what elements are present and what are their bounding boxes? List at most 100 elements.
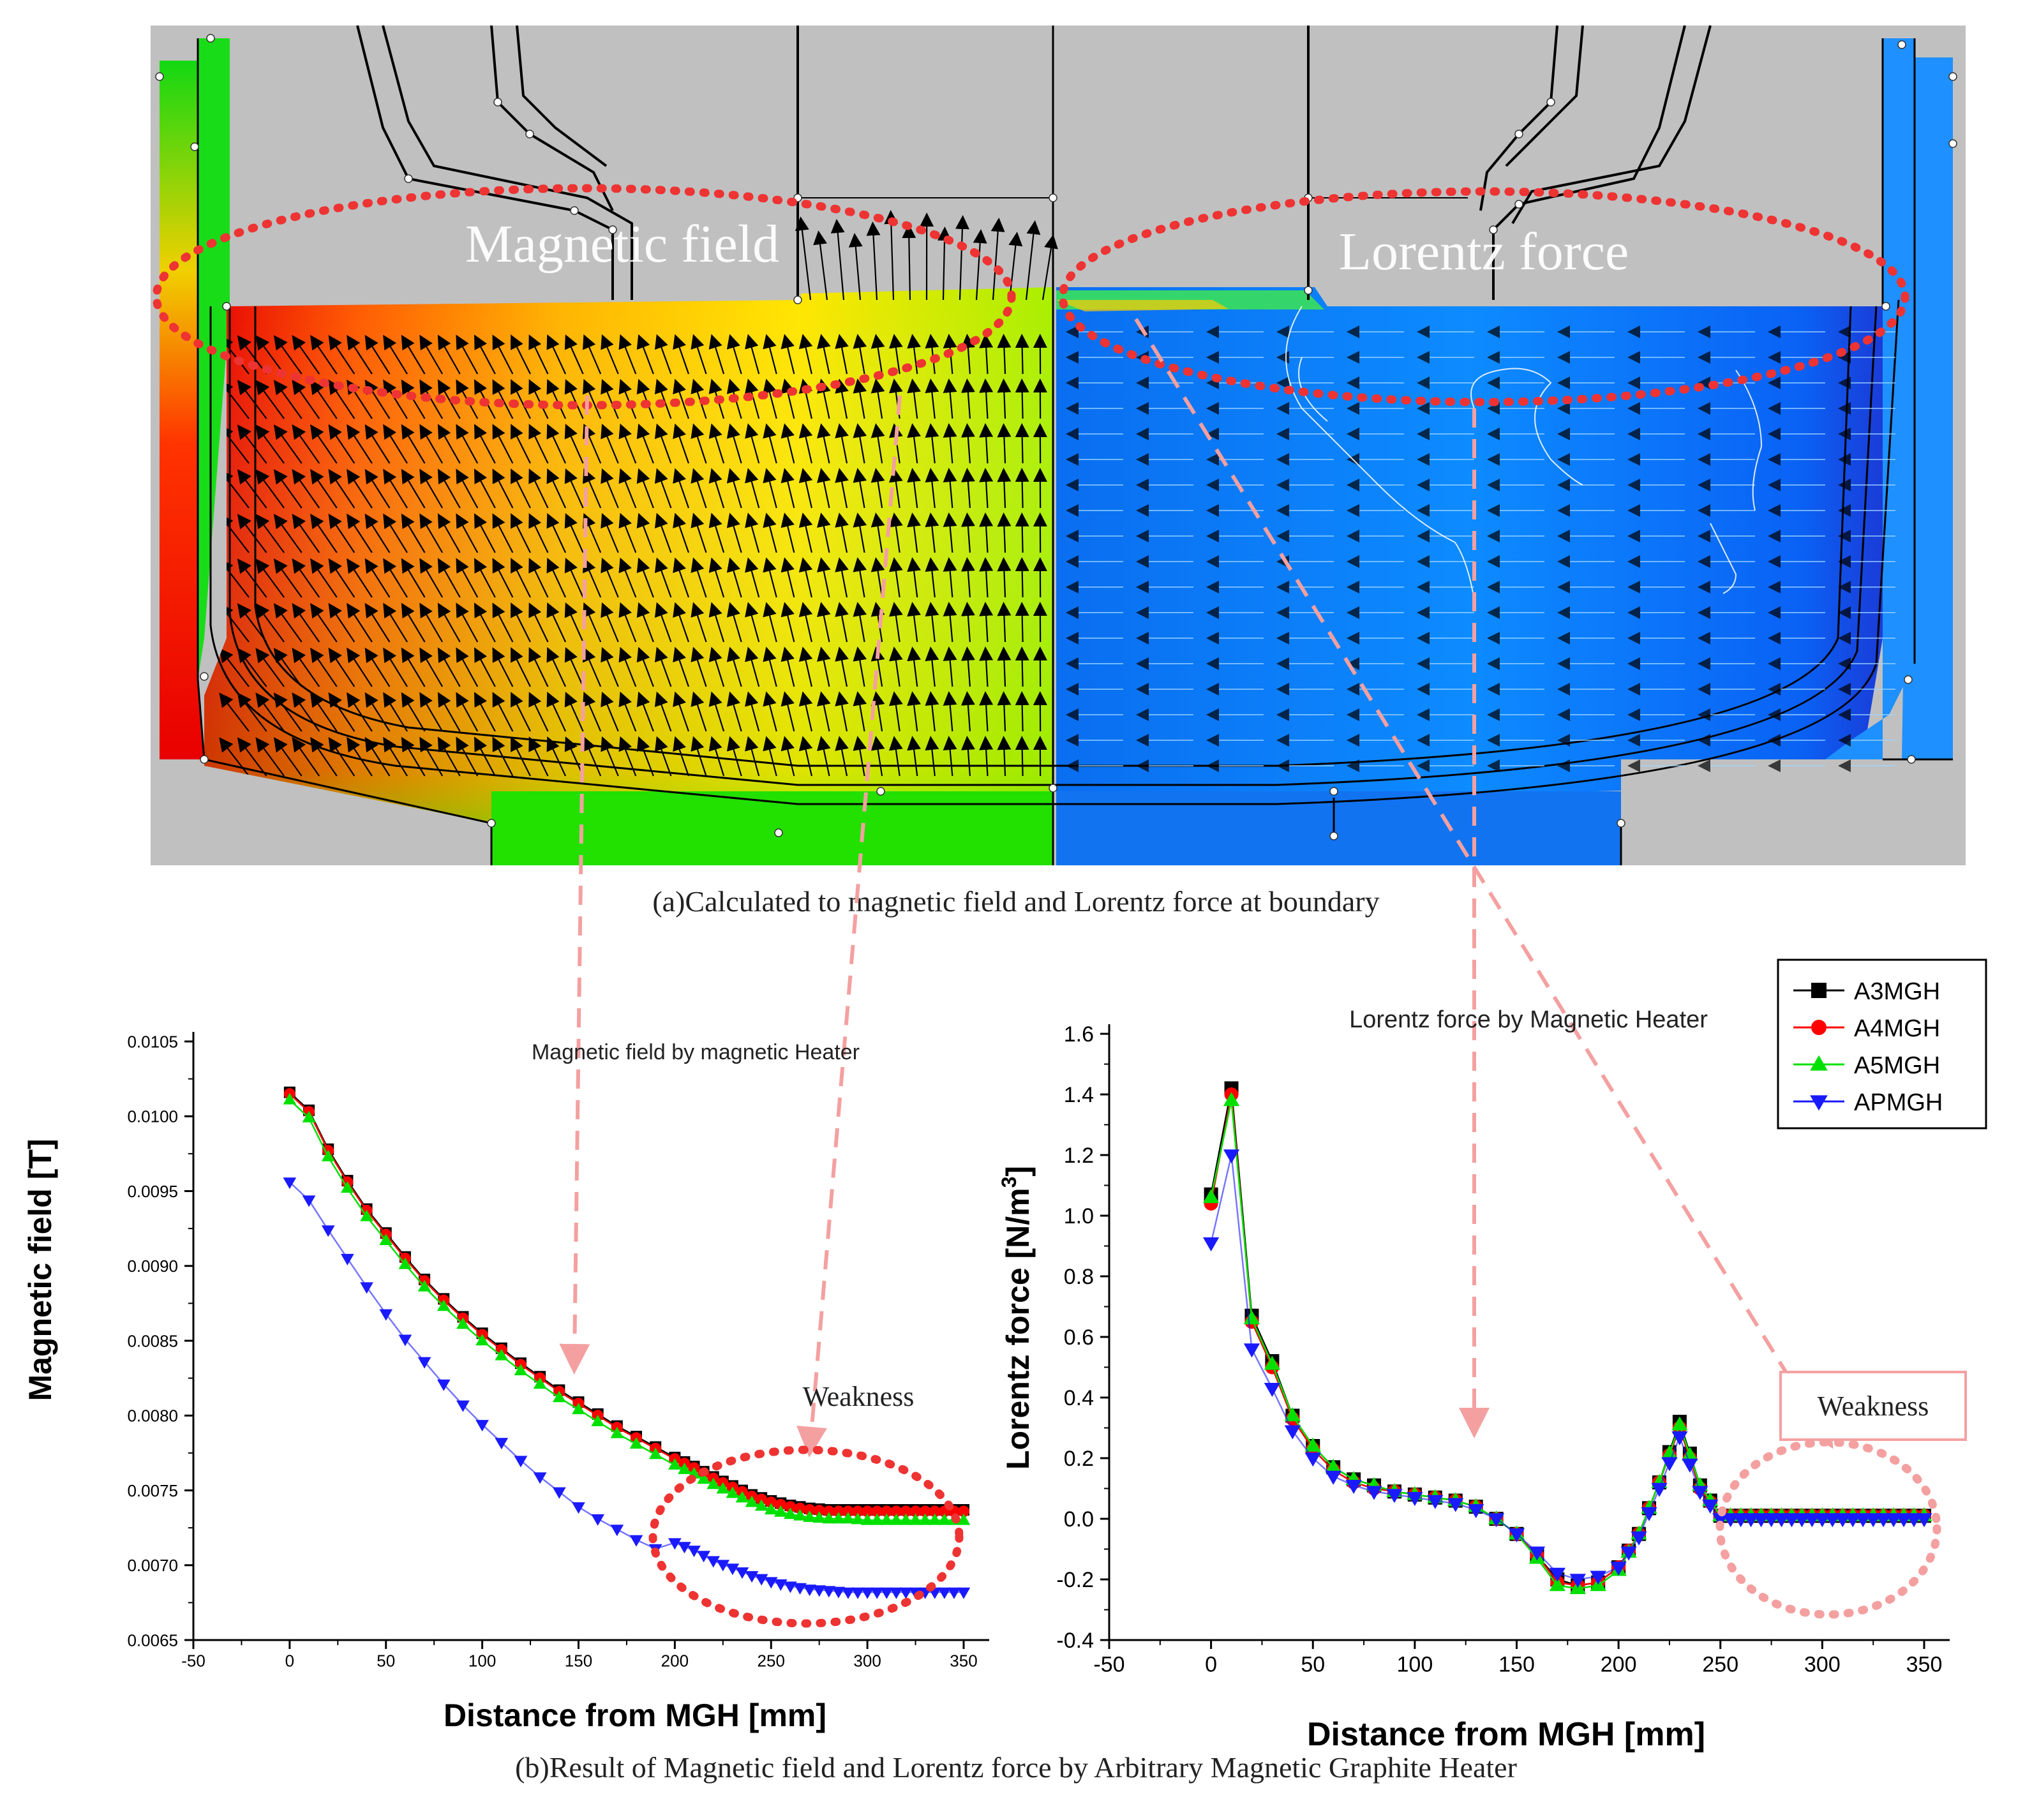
field-vector	[528, 736, 549, 777]
field-vector	[364, 602, 391, 643]
left-crucible-wall	[160, 61, 204, 759]
field-vector	[673, 423, 690, 464]
field-vector	[364, 558, 391, 598]
field-vector	[870, 423, 885, 464]
field-vector	[601, 691, 619, 732]
field-vector	[474, 424, 496, 464]
field-vector	[292, 558, 320, 598]
field-vector	[745, 423, 760, 464]
field-vector	[564, 557, 584, 598]
field-vector	[870, 557, 885, 598]
field-vector	[273, 469, 303, 509]
field-vector	[492, 513, 514, 553]
field-vector	[347, 692, 373, 732]
field-vector	[853, 602, 867, 643]
data-point-APMGH	[302, 1195, 316, 1207]
x-tick-label: 250	[1702, 1653, 1738, 1677]
data-point-A5MGH	[773, 1505, 788, 1517]
field-vector	[798, 646, 813, 687]
data-point-A5MGH	[668, 1458, 682, 1470]
field-vector	[835, 602, 849, 643]
field-vector	[997, 557, 1012, 598]
data-point-A4MGH	[871, 1505, 883, 1518]
y-tick-label: 0.0105	[127, 1032, 178, 1051]
data-point-APMGH	[1427, 1495, 1444, 1509]
data-point-APMGH	[1702, 1499, 1719, 1514]
field-vector	[437, 513, 461, 553]
data-point-APMGH	[1202, 1237, 1220, 1251]
field-vector	[219, 469, 250, 509]
field-vector	[601, 423, 619, 464]
x-tick-label: 300	[853, 1651, 881, 1670]
field-vector	[708, 736, 725, 777]
field-vector	[292, 513, 320, 553]
data-point-APMGH	[735, 1567, 749, 1579]
simulation-panel-a: Magnetic field Lorentz force	[151, 25, 1966, 865]
field-vector	[925, 736, 939, 777]
field-vector	[888, 736, 903, 777]
field-vector	[1025, 220, 1041, 301]
data-point-APMGH	[1722, 1513, 1739, 1528]
field-vector	[997, 602, 1012, 643]
field-vector	[437, 424, 461, 464]
data-point-A4MGH	[958, 1505, 969, 1518]
field-vector	[888, 691, 903, 732]
y-tick-label: 0.0065	[127, 1630, 178, 1650]
data-point-APMGH	[1814, 1513, 1831, 1528]
data-point-A5MGH	[938, 1513, 952, 1525]
data-point-A5MGH	[1284, 1407, 1301, 1422]
data-point-APMGH	[456, 1400, 470, 1412]
data-point-APMGH	[957, 1587, 971, 1599]
data-point-A5MGH	[1671, 1416, 1688, 1431]
field-vector	[219, 737, 250, 777]
field-vector	[511, 379, 531, 419]
data-point-APMGH	[793, 1583, 807, 1595]
legend: A3MGH A4MGH A5MGH APMGH	[1777, 958, 1987, 1130]
field-vector	[618, 468, 637, 509]
field-vector	[763, 378, 777, 419]
y-tick-label: 0.6	[1064, 1325, 1094, 1350]
field-vector	[636, 736, 654, 777]
field-vector	[546, 736, 567, 777]
field-vector	[310, 692, 338, 732]
data-point-APMGH	[851, 1587, 865, 1599]
field-vector	[364, 647, 391, 687]
field-vector	[708, 423, 725, 464]
data-point-APMGH	[1651, 1482, 1668, 1497]
y-tick-label: 0.0095	[127, 1182, 178, 1201]
field-vector	[328, 736, 355, 777]
field-vector	[437, 602, 461, 643]
field-vector	[456, 602, 479, 643]
field-vector	[456, 513, 479, 553]
weakness-annotation: Weakness	[803, 1381, 915, 1412]
field-vector	[328, 424, 355, 464]
field-vector	[618, 512, 637, 553]
data-point-APMGH	[1671, 1431, 1688, 1445]
field-vector	[492, 602, 514, 643]
field-vector	[853, 512, 867, 553]
data-point-A5MGH	[648, 1447, 662, 1459]
field-vector	[401, 647, 426, 687]
field-vector	[546, 468, 567, 509]
data-point-APMGH	[1855, 1513, 1871, 1528]
data-point-A5MGH	[456, 1317, 470, 1329]
field-vector	[888, 602, 903, 643]
data-point-A4MGH	[900, 1505, 912, 1518]
field-vector	[817, 602, 831, 643]
field-vector	[654, 468, 672, 509]
field-vector	[979, 378, 994, 419]
field-vector	[817, 736, 831, 777]
data-point-APMGH	[437, 1379, 451, 1391]
lorentz-force-chart: Lorentz force by Magnetic Heater -50 0 50 1…	[997, 1006, 1967, 1753]
field-vector	[835, 736, 849, 777]
field-vector	[492, 692, 514, 732]
field-vector	[654, 423, 672, 464]
field-vector	[636, 512, 654, 553]
field-vector	[528, 692, 549, 732]
field-vector	[798, 423, 813, 464]
field-vector	[328, 692, 355, 732]
field-vector	[546, 513, 567, 553]
field-vector	[781, 512, 795, 553]
field-vector	[456, 647, 479, 687]
magnetic-field-vectors	[219, 334, 1047, 777]
